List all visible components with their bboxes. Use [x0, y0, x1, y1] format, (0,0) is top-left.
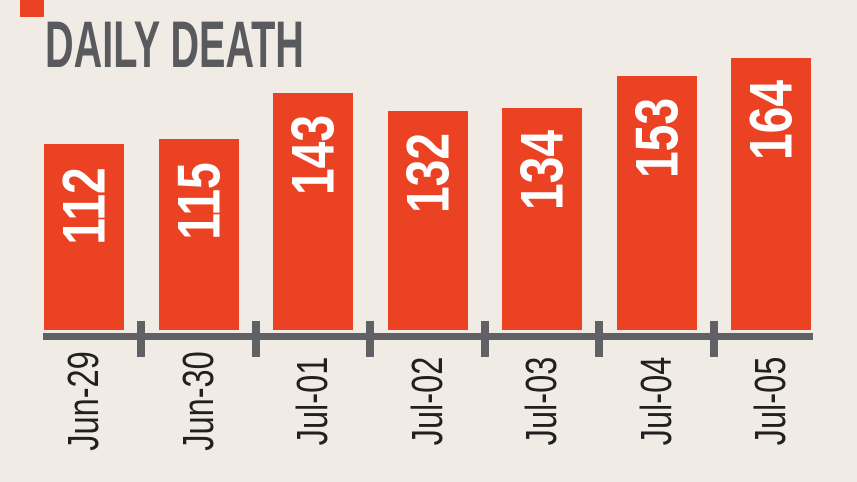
x-axis-tick — [366, 321, 374, 357]
bar-value-label: 132 — [394, 132, 462, 214]
bar: 115 — [159, 139, 239, 330]
x-tick-label: Jul-02 — [403, 356, 452, 446]
bar-value-label: 153 — [623, 97, 691, 179]
bar: 143 — [273, 93, 353, 330]
chart-title: DAILY DEATH — [45, 7, 304, 81]
bar: 153 — [617, 76, 697, 330]
x-tick-label: Jul-05 — [746, 356, 795, 446]
bar-value-label: 134 — [508, 129, 576, 211]
x-axis-tick — [595, 321, 603, 357]
bar-value-label: 112 — [50, 167, 118, 245]
bar: 112 — [44, 144, 124, 330]
bar: 132 — [388, 111, 468, 330]
x-tick-label: Jul-01 — [288, 356, 337, 446]
bar-value-label: 143 — [279, 114, 347, 196]
bar: 164 — [731, 58, 811, 330]
x-tick-label: Jun-30 — [174, 351, 223, 451]
x-axis-tick — [710, 321, 718, 357]
x-tick-label: Jun-29 — [59, 351, 108, 451]
x-tick-label: Jul-03 — [517, 356, 566, 446]
x-axis-line — [43, 333, 813, 340]
x-axis-tick — [481, 321, 489, 357]
bar: 134 — [502, 108, 582, 330]
bar-value-label: 164 — [737, 79, 805, 161]
x-axis-tick — [137, 321, 145, 357]
bar-value-label: 115 — [165, 162, 233, 240]
x-axis-tick — [252, 321, 260, 357]
x-tick-label: Jul-04 — [632, 356, 681, 446]
corner-accent-square — [20, 0, 44, 17]
